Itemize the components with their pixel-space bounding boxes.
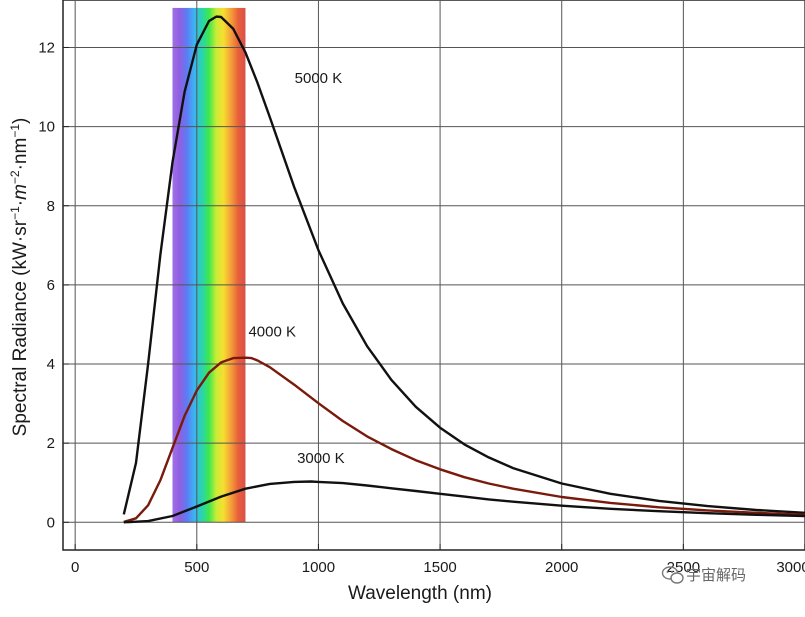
series-label-4000-k: 4000 K (248, 323, 296, 340)
visible-spectrum-band (172, 7, 246, 523)
x-axis-ticks: 0 500 1000 1500 2000 2500 3000 (71, 544, 805, 576)
y-axis-title-m: m (10, 184, 31, 200)
y-axis-title-main: Spectral Radiance (kW·sr (10, 219, 31, 436)
y-tick-label: 12 (38, 39, 55, 56)
watermark-text: 宇宙解码 (686, 566, 746, 584)
x-tick-label: 3000 (776, 559, 805, 576)
watermark: 宇宙解码 (661, 566, 746, 584)
y-axis-title-mid2: ·nm (10, 138, 31, 171)
y-axis-title-sup3: −1 (8, 124, 22, 138)
y-tick-label: 2 (47, 435, 55, 452)
y-tick-label: 8 (47, 198, 55, 215)
y-tick-label: 6 (47, 277, 55, 294)
x-tick-label: 1500 (423, 559, 456, 576)
series-label-3000-k: 3000 K (297, 450, 345, 467)
visible-spectrum-rect (172, 7, 246, 523)
series-lines (122, 15, 805, 524)
series-label-5000-k: 5000 K (295, 70, 343, 87)
x-tick-label: 1000 (302, 559, 335, 576)
y-tick-label: 0 (47, 514, 55, 531)
y-tick-label: 10 (38, 119, 55, 136)
grid-lines (63, 0, 805, 550)
y-tick-label: 4 (47, 356, 55, 373)
x-tick-label: 2500 (667, 559, 700, 576)
y-axis-title: Spectral Radiance (kW·sr−1·m−2·nm−1) (8, 118, 31, 437)
y-axis-title-sup1: −1 (8, 206, 22, 220)
wechat-icon (661, 566, 684, 584)
series-line-3000-k (123, 480, 805, 524)
x-tick-label: 500 (184, 559, 209, 576)
y-axis-title-close: ) (10, 118, 31, 124)
y-axis-ticks: 0 2 4 6 8 10 12 (38, 39, 69, 531)
x-axis-title: Wavelength (nm) (348, 583, 492, 604)
y-axis-title-sup2: −2 (8, 170, 22, 184)
y-axis-title-mid1: · (10, 200, 31, 206)
series-labels: 5000 K 4000 K 3000 K (248, 70, 344, 467)
x-tick-label: 0 (71, 559, 79, 576)
series-line-4000-k (123, 356, 805, 524)
x-tick-label: 2000 (545, 559, 578, 576)
series-line-5000-k (122, 15, 805, 515)
